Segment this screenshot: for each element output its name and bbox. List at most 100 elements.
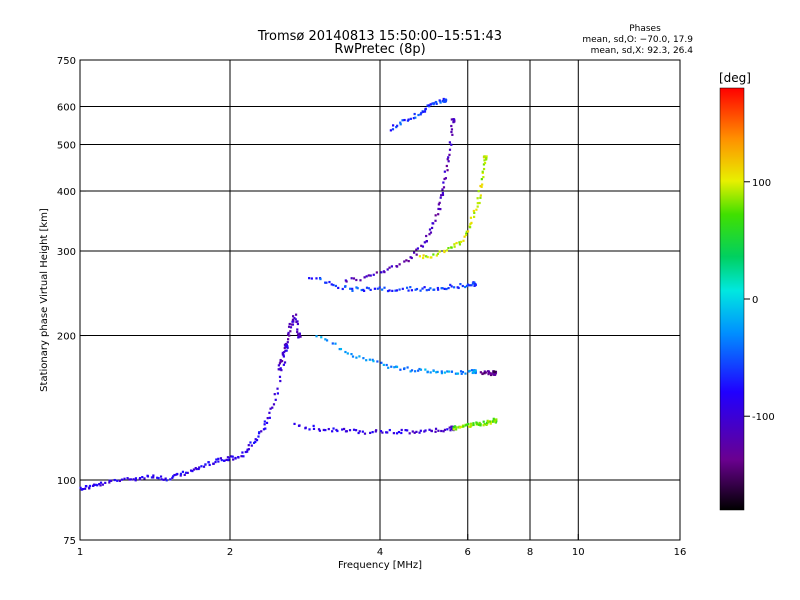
echo-point — [325, 281, 328, 284]
echo-point — [399, 123, 402, 126]
echo-point — [386, 268, 389, 271]
echo-point — [475, 421, 478, 424]
echo-point — [440, 429, 443, 433]
echo-point — [80, 488, 83, 491]
echo-point — [288, 334, 291, 337]
echo-point — [455, 241, 458, 245]
echo-point — [428, 228, 432, 231]
echo-point — [99, 484, 102, 487]
echo-point — [489, 420, 492, 423]
echo-point — [387, 366, 390, 369]
echo-point — [351, 287, 354, 290]
echo-point — [479, 194, 482, 197]
echo-point — [440, 372, 444, 375]
echo-point — [286, 341, 289, 344]
echo-point — [466, 283, 470, 286]
echo-point — [483, 372, 486, 375]
y-tick-label: 400 — [57, 187, 76, 198]
echo-point — [477, 190, 480, 193]
echo-point — [351, 355, 355, 358]
echo-point — [287, 338, 290, 341]
echo-point — [447, 286, 450, 290]
echo-point — [435, 371, 438, 374]
echo-point — [374, 430, 377, 433]
echo-point — [160, 478, 163, 481]
echo-point — [406, 429, 409, 432]
echo-point — [351, 289, 354, 292]
echo-point — [409, 256, 412, 259]
echo-point — [417, 369, 420, 372]
echo-point — [284, 349, 287, 352]
echo-point — [281, 353, 284, 356]
echo-point — [202, 465, 206, 468]
echo-point — [249, 441, 252, 444]
x-axis-ticks: 1 2 4 6 8 10 16 — [77, 534, 686, 558]
echo-point — [367, 287, 370, 290]
echo-point — [414, 370, 417, 373]
echo-point — [129, 478, 133, 481]
echo-point — [380, 271, 383, 274]
echo-point — [192, 468, 195, 471]
echo-point — [285, 349, 288, 352]
echo-point — [468, 284, 471, 287]
echo-point — [358, 355, 361, 358]
echo-point — [460, 372, 463, 375]
echo-point — [258, 431, 261, 434]
echo-point — [459, 240, 463, 243]
echo-point — [263, 423, 266, 426]
echo-point — [414, 116, 417, 119]
echo-point — [419, 429, 422, 432]
echo-point — [405, 286, 409, 289]
echo-point — [360, 288, 363, 292]
echo-point — [464, 372, 467, 375]
echo-point — [442, 181, 445, 184]
echo-point — [473, 281, 476, 284]
echo-point — [383, 286, 386, 289]
echo-point — [449, 429, 452, 432]
echo-point — [493, 420, 496, 423]
echo-point — [388, 289, 391, 292]
echo-point — [437, 203, 440, 206]
echo-point — [376, 360, 379, 363]
echo-point — [459, 282, 462, 286]
echo-point — [350, 352, 353, 356]
echo-point — [104, 481, 107, 484]
echo-point — [472, 423, 475, 427]
echo-point — [272, 403, 276, 406]
echo-point — [463, 235, 466, 238]
colorbar: [deg] 100 0 -100 — [719, 71, 775, 511]
echo-point — [265, 421, 269, 425]
echo-point — [395, 289, 399, 292]
echo-point — [84, 485, 88, 488]
echo-point — [342, 427, 346, 431]
echo-point — [406, 366, 409, 369]
echo-point — [276, 392, 279, 395]
echo-point — [421, 245, 425, 248]
echo-point — [345, 280, 348, 283]
echo-point — [490, 373, 493, 376]
echo-point — [318, 429, 322, 432]
echo-point — [465, 284, 469, 288]
echo-point — [426, 370, 429, 373]
echo-point — [485, 421, 489, 424]
echo-point — [458, 426, 462, 429]
echo-point — [445, 287, 448, 291]
echo-point — [232, 458, 235, 461]
echo-point — [344, 285, 347, 288]
echo-point — [352, 428, 356, 431]
echo-point — [390, 265, 393, 268]
echo-point — [283, 343, 287, 346]
echo-point — [435, 254, 438, 257]
echo-point — [481, 372, 484, 375]
echo-point — [462, 239, 465, 242]
echo-point — [419, 368, 423, 371]
echo-point — [482, 424, 485, 427]
echo-point — [481, 171, 484, 175]
echo-point — [474, 371, 477, 375]
echo-point — [482, 420, 485, 423]
echo-point — [418, 431, 421, 434]
echo-point — [312, 424, 315, 428]
echo-point — [266, 417, 269, 420]
echo-point — [297, 334, 300, 337]
echo-point — [101, 483, 104, 486]
